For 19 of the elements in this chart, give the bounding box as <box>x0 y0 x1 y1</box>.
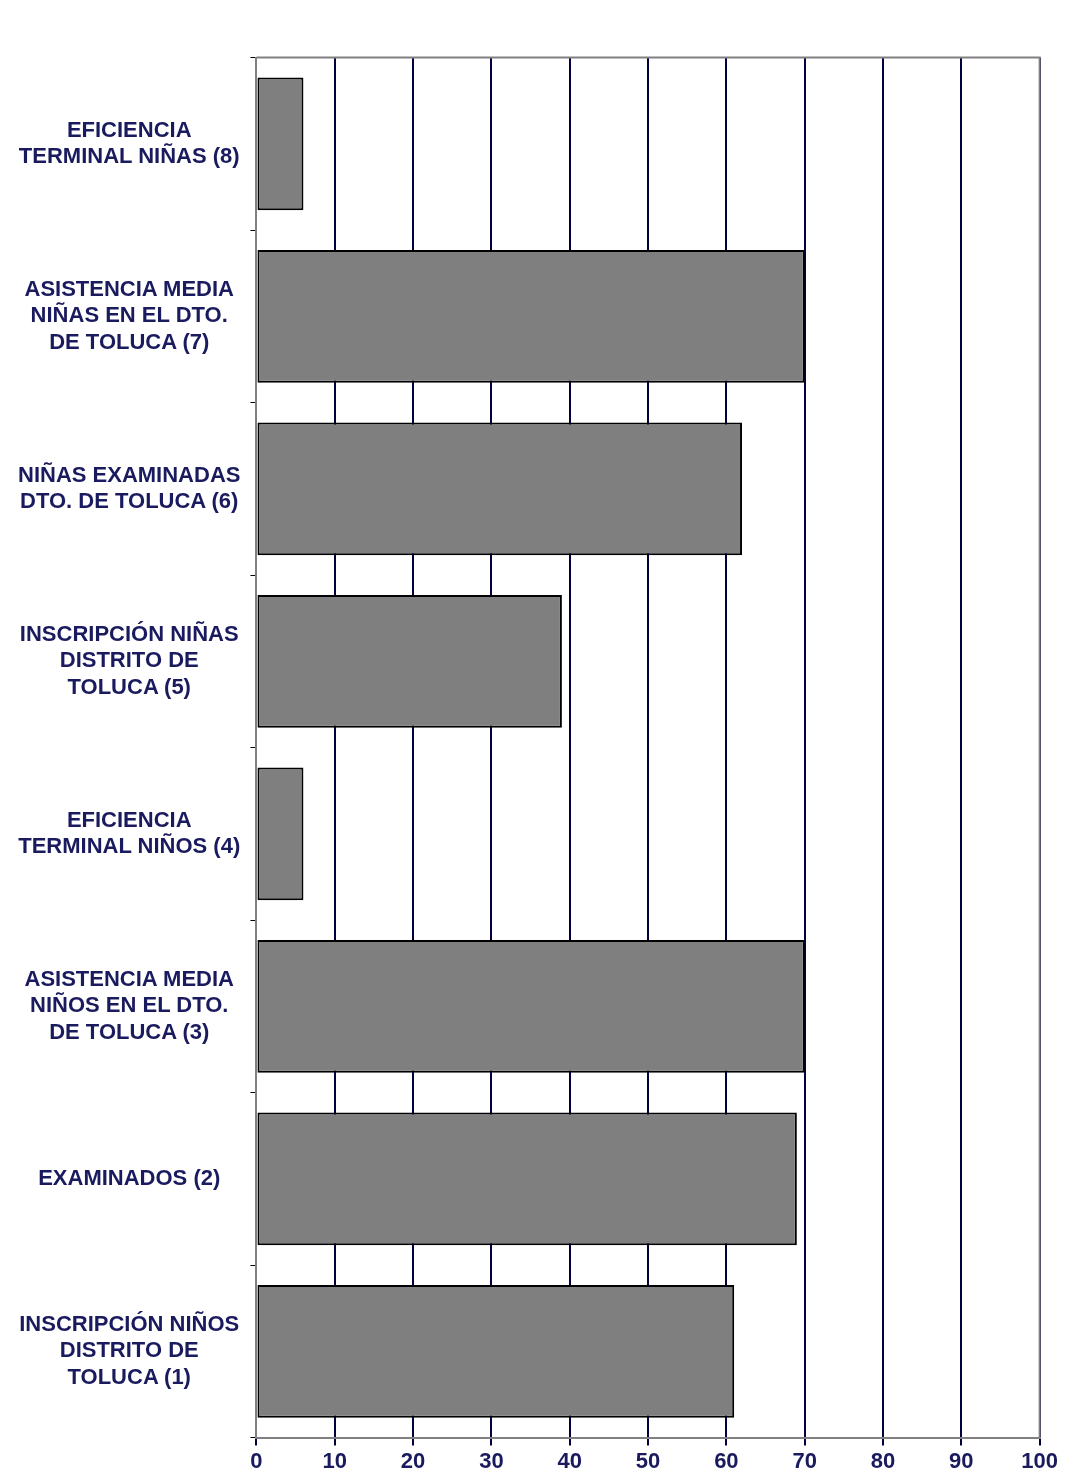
x-tick-label: 10 <box>322 1447 348 1473</box>
x-tick-label: 40 <box>557 1447 582 1473</box>
x-tick-label: 30 <box>479 1447 504 1473</box>
x-tick-label: 70 <box>792 1447 817 1473</box>
y-tick-label: ASISTENCIA MEDIA NIÑOS EN EL DTO. DE TOLUCA (3) <box>24 966 235 1044</box>
y-tick-label: NIÑAS EXAMINADAS DTO. DE TOLUCA (6) <box>18 461 241 514</box>
y-tick-label: INSCRIPCIÓN NIÑAS DISTRITO DE TOLUCA (5) <box>19 621 239 699</box>
x-tick-label: 100 <box>1021 1447 1059 1473</box>
y-tick-label: ASISTENCIA MEDIA NIÑAS EN EL DTO. DE TOLUCA (7) <box>24 276 235 354</box>
x-tick-label: 60 <box>714 1447 739 1473</box>
y-tick-label: EXAMINADOS (2) <box>38 1164 221 1190</box>
x-tick-label: 90 <box>949 1447 974 1473</box>
y-tick-label: EFICIENCIA TERMINAL NIÑOS (4) <box>18 806 241 859</box>
x-tick-label: 0 <box>250 1447 263 1473</box>
x-tick-label: 20 <box>400 1447 426 1473</box>
y-tick-label: INSCRIPCIÓN NIÑOS DISTRITO DE TOLUCA (1) <box>19 1311 240 1389</box>
y-tick-label: EFICIENCIA TERMINAL NIÑAS (8) <box>18 116 240 169</box>
x-tick-label: 80 <box>870 1447 896 1473</box>
x-tick-label: 50 <box>635 1447 661 1473</box>
